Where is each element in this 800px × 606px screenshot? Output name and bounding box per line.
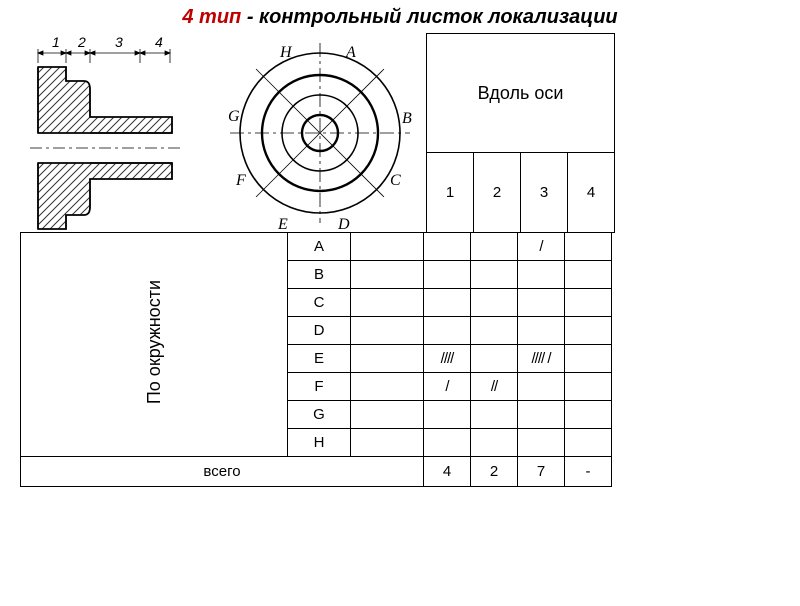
cell-A-1: [424, 233, 471, 261]
cell-A-4: [565, 233, 612, 261]
dim-label-3: 3: [115, 34, 123, 50]
cell-C-1: [424, 289, 471, 317]
face-label-C: C: [390, 172, 401, 189]
cell-F-1: /: [424, 373, 471, 401]
row-label-H: H: [288, 429, 351, 457]
drawings-row: 1 2 3 4: [30, 33, 420, 233]
cell-C-4: [565, 289, 612, 317]
cell-D-1: [424, 317, 471, 345]
cell-E-1: ////: [424, 345, 471, 373]
tally-table: По окружности A / B C D: [20, 232, 612, 487]
cell-G-3: [518, 401, 565, 429]
row-label-B: B: [288, 261, 351, 289]
face-label-A: A: [345, 44, 356, 61]
face-label-B: B: [402, 110, 412, 127]
total-3: 7: [518, 457, 565, 487]
col-num-4: 4: [568, 153, 615, 233]
row-label-F: F: [288, 373, 351, 401]
cell-H-4: [565, 429, 612, 457]
col-num-2: 2: [474, 153, 521, 233]
total-2: 2: [471, 457, 518, 487]
face-label-D: D: [337, 216, 350, 233]
cell-C-2: [471, 289, 518, 317]
total-4: -: [565, 457, 612, 487]
cell-A-3: /: [518, 233, 565, 261]
cell-F-2: //: [471, 373, 518, 401]
content-area: 1 2 3 4: [20, 33, 780, 487]
cell-B-1: [424, 261, 471, 289]
face-label-H: H: [279, 44, 293, 61]
face-label-F: F: [235, 172, 246, 189]
title-red: 4 тип: [182, 6, 241, 28]
dim-label-2: 2: [77, 34, 86, 50]
face-label-E: E: [277, 216, 288, 233]
cell-G-4: [565, 401, 612, 429]
row-label-C: C: [288, 289, 351, 317]
axis-around-header: По окружности: [144, 280, 165, 404]
dim-label-1: 1: [52, 34, 60, 50]
cell-D-3: [518, 317, 565, 345]
col-num-1: 1: [427, 153, 474, 233]
row-label-A: A: [288, 233, 351, 261]
row-label-D: D: [288, 317, 351, 345]
cell-D-4: [565, 317, 612, 345]
title-rest: - контрольный листок локализации: [241, 6, 617, 28]
face-drawing: A B C D E F G H: [220, 33, 420, 233]
row-label-G: G: [288, 401, 351, 429]
total-1: 4: [424, 457, 471, 487]
dim-label-4: 4: [155, 34, 163, 50]
cell-B-4: [565, 261, 612, 289]
cell-E-4: [565, 345, 612, 373]
cell-G-2: [471, 401, 518, 429]
axis-table: Вдоль оси 1 2 3 4: [426, 33, 615, 233]
cell-H-2: [471, 429, 518, 457]
cell-D-2: [471, 317, 518, 345]
cell-A-2: [471, 233, 518, 261]
cell-E-2: [471, 345, 518, 373]
page-title: 4 тип - контрольный листок локализации: [0, 6, 800, 29]
cell-F-4: [565, 373, 612, 401]
cell-F-3: [518, 373, 565, 401]
cell-G-1: [424, 401, 471, 429]
axis-along-header: Вдоль оси: [427, 34, 615, 153]
cell-B-3: [518, 261, 565, 289]
cell-C-3: [518, 289, 565, 317]
row-label-A-blank: [351, 233, 424, 261]
row-label-E: E: [288, 345, 351, 373]
cell-B-2: [471, 261, 518, 289]
cell-E-3: //// /: [518, 345, 565, 373]
cell-H-1: [424, 429, 471, 457]
cell-H-3: [518, 429, 565, 457]
section-drawing: 1 2 3 4: [30, 33, 200, 233]
total-label: всего: [21, 457, 424, 487]
face-label-G: G: [228, 108, 240, 125]
col-num-3: 3: [521, 153, 568, 233]
